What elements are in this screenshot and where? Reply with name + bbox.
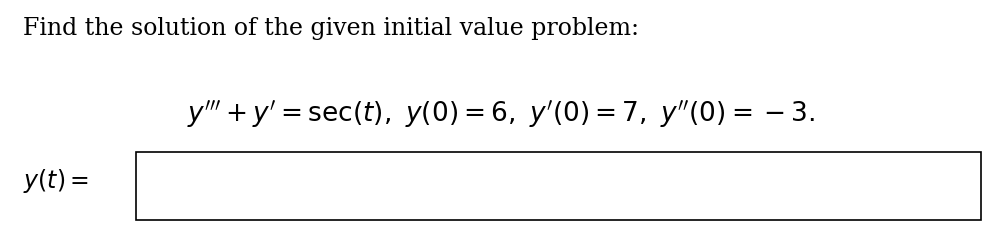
Text: Find the solution of the given initial value problem:: Find the solution of the given initial v… [23, 17, 639, 40]
FancyBboxPatch shape [136, 152, 981, 220]
Text: $y(t) =$: $y(t) =$ [23, 167, 89, 195]
Text: $y''' + y' = \mathrm{sec}(t),\ y(0) = 6,\ y'(0) = 7,\ y''(0) = -3.$: $y''' + y' = \mathrm{sec}(t),\ y(0) = 6,… [187, 97, 815, 129]
